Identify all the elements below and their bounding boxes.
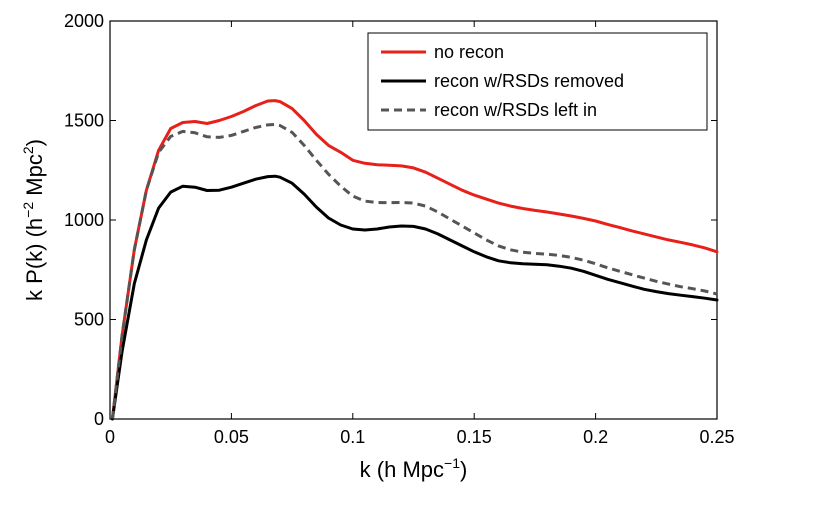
y-axis-label-c: ) [22, 139, 47, 146]
y-axis-label-b: Mpc [22, 154, 47, 202]
y-tick-label: 500 [74, 310, 104, 330]
y-axis-label-sup2: 2 [20, 146, 36, 154]
x-axis-label: k (h Mpc−1) [360, 455, 468, 482]
x-axis-label-close: ) [460, 457, 467, 482]
series-line-2 [110, 123, 718, 420]
legend-label-2: recon w/RSDs left in [434, 100, 597, 120]
y-tick-label: 2000 [64, 11, 104, 31]
x-tick-label: 0.1 [340, 427, 365, 447]
series-layer [110, 99, 719, 421]
ticks-layer: 0 0.05 0.1 0.15 0.2 0.25 0 500 1000 1500 2000 [64, 11, 735, 447]
x-tick-label: 0 [105, 427, 115, 447]
legend-label-0: no recon [434, 42, 504, 62]
x-tick-label: 0.15 [457, 427, 492, 447]
y-tick-label: 1000 [64, 210, 104, 230]
y-tick-label: 1500 [64, 111, 104, 131]
x-tick-label: 0.25 [699, 427, 734, 447]
legend: no recon recon w/RSDs removed recon w/RSDs… [367, 32, 708, 131]
series-line-1 [110, 174, 719, 421]
x-tick-label: 0.2 [583, 427, 608, 447]
x-tick-label: 0.05 [214, 427, 249, 447]
legend-label-1: recon w/RSDs removed [434, 71, 624, 91]
x-axis-label-sup: −1 [444, 455, 460, 471]
y-axis-label-a: k P(k) (h [22, 218, 47, 301]
y-axis-label-sup1: −2 [20, 202, 36, 218]
series-line-0 [110, 99, 719, 421]
y-axis-label: k P(k) (h−2 Mpc2) [20, 139, 47, 301]
y-tick-label: 0 [94, 409, 104, 429]
x-axis-label-main: k (h Mpc [360, 457, 444, 482]
